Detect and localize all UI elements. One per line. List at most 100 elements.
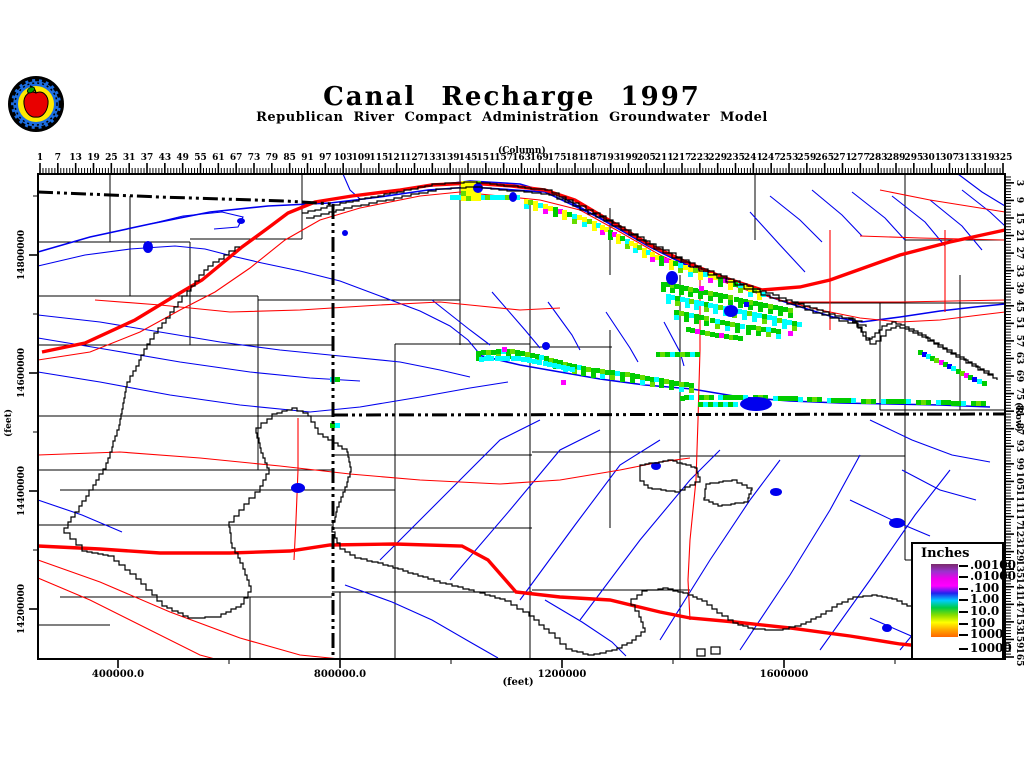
recharge-cell — [704, 321, 709, 326]
recharge-cell — [718, 282, 723, 287]
top-axis-tick-label: 235 — [726, 153, 745, 163]
recharge-cell — [695, 352, 700, 357]
road-line — [94, 299, 561, 313]
recharge-cell — [524, 204, 529, 209]
river-line — [449, 429, 601, 581]
river-line — [491, 291, 541, 349]
recharge-cell — [543, 361, 548, 366]
recharge-cell — [495, 356, 500, 361]
recharge-cell — [690, 328, 695, 333]
recharge-cell — [659, 256, 664, 261]
recharge-cell — [679, 311, 684, 316]
recharge-cell — [620, 377, 625, 382]
top-axis-tick-label: 247 — [761, 153, 781, 163]
recharge-cell — [798, 397, 803, 402]
road-line — [687, 273, 701, 621]
recharge-cell — [699, 315, 704, 320]
recharge-cell — [916, 400, 921, 405]
recharge-cell — [704, 316, 709, 321]
top-axis-tick-label: 13 — [69, 153, 82, 163]
recharge-cell — [723, 402, 728, 407]
page-title: Canal Recharge 1997 — [323, 82, 701, 112]
recharge-cell — [500, 195, 505, 200]
recharge-cell — [708, 303, 713, 308]
recharge-cell — [947, 364, 952, 369]
recharge-cell — [577, 215, 582, 220]
road-line — [879, 189, 1006, 213]
recharge-cell — [669, 380, 674, 385]
river-line — [547, 301, 581, 351]
recharge-cell — [688, 292, 693, 297]
recharge-cell — [484, 356, 489, 361]
recharge-cell — [335, 377, 340, 382]
recharge-cell — [788, 396, 793, 401]
recharge-cell — [684, 382, 689, 387]
recharge-cell — [538, 203, 543, 208]
recharge-cell — [535, 354, 540, 359]
recharge-cell — [553, 212, 558, 217]
page-subtitle: Republican River Compact Administration … — [256, 110, 768, 125]
recharge-cell — [951, 401, 956, 406]
recharge-cell — [787, 320, 792, 325]
legend-entry-label: .00100 — [970, 558, 1016, 572]
recharge-cell — [489, 356, 494, 361]
model-boundary-line — [639, 459, 701, 493]
recharge-cell — [679, 285, 684, 290]
recharge-cell — [778, 311, 783, 316]
recharge-cell — [625, 244, 630, 249]
top-axis-caption: (Column) — [498, 146, 546, 156]
recharge-cell — [729, 335, 734, 340]
recharge-cell — [683, 265, 688, 270]
top-axis-tick-label: 31 — [122, 153, 136, 163]
lake — [291, 483, 305, 493]
recharge-cell — [675, 296, 680, 301]
recharge-cell — [896, 399, 901, 404]
top-axis-tick-label: 97 — [319, 153, 332, 163]
recharge-cell — [694, 305, 699, 310]
top-axis-tick-label: 271 — [833, 153, 852, 163]
recharge-cell — [758, 302, 763, 307]
recharge-cell — [777, 318, 782, 323]
recharge-cell — [491, 350, 496, 355]
recharge-cell — [620, 372, 625, 377]
top-axis-tick-label: 91 — [301, 153, 314, 163]
recharge-cell — [664, 258, 669, 263]
lake — [882, 624, 892, 632]
recharge-cell — [694, 300, 699, 305]
recharge-cell — [547, 362, 552, 367]
recharge-cell — [693, 288, 698, 293]
recharge-cell — [698, 289, 703, 294]
recharge-cell — [570, 367, 575, 372]
recharge-cell — [481, 350, 486, 355]
recharge-cell — [713, 292, 718, 297]
lake — [342, 230, 348, 236]
model-boundary-line — [703, 479, 753, 507]
recharge-cell — [485, 195, 490, 200]
recharge-cell — [563, 362, 568, 367]
recharge-cell — [738, 298, 743, 303]
recharge-cell — [758, 307, 763, 312]
recharge-cell — [693, 268, 698, 273]
recharge-cell — [771, 328, 776, 333]
recharge-cell — [670, 295, 675, 300]
legend-tick — [959, 623, 968, 625]
top-axis-tick-label: 193 — [601, 153, 621, 163]
recharge-cell — [960, 371, 965, 376]
river-line — [663, 321, 685, 367]
river-line — [929, 199, 983, 251]
recharge-cell — [713, 275, 718, 280]
recharge-cell — [684, 312, 689, 317]
recharge-cell — [625, 372, 630, 377]
river-line — [739, 454, 861, 651]
recharge-cell — [699, 395, 704, 400]
recharge-cell — [505, 195, 510, 200]
recharge-cell — [679, 382, 684, 387]
recharge-cell — [561, 365, 566, 370]
recharge-cell — [620, 236, 625, 241]
top-axis-tick-label: 7 — [54, 153, 61, 163]
recharge-cell — [752, 312, 757, 317]
lake — [651, 462, 661, 470]
recharge-cell — [708, 291, 713, 296]
recharge-cell — [685, 303, 690, 308]
